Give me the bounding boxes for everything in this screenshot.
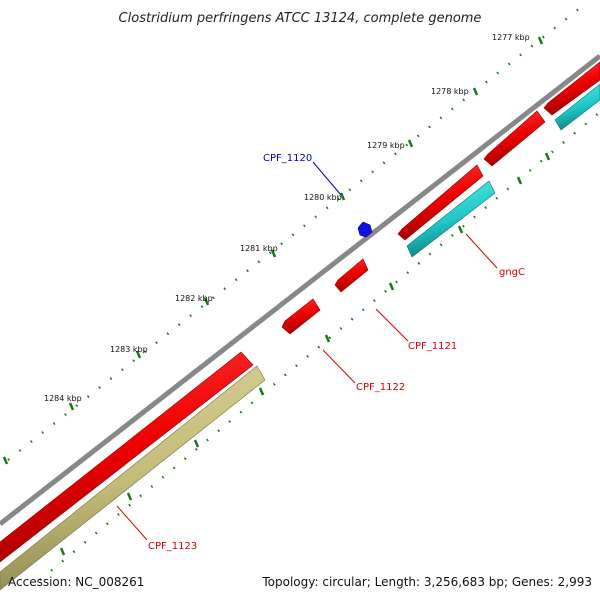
inner-tick bbox=[544, 152, 551, 161]
inner-tick bbox=[388, 282, 395, 291]
inner-tick bbox=[516, 176, 523, 185]
inner-tick bbox=[258, 387, 265, 396]
leader-line bbox=[116, 505, 148, 541]
accession-text: Accession: NC_008261 bbox=[8, 575, 144, 589]
outer-ruler: 1277 kbp 1278 kbp 1279 kbp 1280 kbp 1281… bbox=[2, 7, 581, 465]
cds-feature bbox=[397, 164, 484, 241]
major-tick bbox=[270, 249, 277, 258]
rna-feature bbox=[554, 83, 600, 131]
forward-strand-features bbox=[0, 61, 600, 563]
tick-label: 1282 kbp bbox=[175, 294, 213, 303]
inner-tick bbox=[126, 492, 133, 501]
tick-label: 1277 kbp bbox=[492, 33, 530, 42]
cds-feature bbox=[543, 61, 600, 116]
inner-tick bbox=[324, 334, 331, 343]
inner-tick bbox=[59, 547, 66, 556]
leader-line bbox=[322, 349, 356, 384]
leader-line bbox=[375, 308, 409, 342]
tick-label: 1278 kbp bbox=[431, 87, 469, 96]
tick-label: 1283 kbp bbox=[110, 345, 148, 354]
tick-label: 1281 kbp bbox=[240, 244, 278, 253]
cds-feature bbox=[281, 298, 321, 335]
major-tick bbox=[339, 192, 346, 201]
gene-label-cpf1120: CPF_1120 bbox=[263, 153, 312, 164]
inner-ruler bbox=[39, 111, 600, 581]
inner-tick bbox=[193, 439, 200, 448]
major-tick bbox=[472, 87, 479, 96]
secondary-features bbox=[0, 83, 600, 591]
gene-label-gngc: gngC bbox=[499, 267, 525, 278]
other-feature bbox=[0, 365, 266, 591]
leader-line bbox=[465, 233, 498, 269]
gene-labels: CPF_1120 gngC CPF_1121 CPF_1122 CPF_1123 bbox=[148, 153, 525, 552]
gene-label-cpf1122: CPF_1122 bbox=[356, 382, 405, 393]
major-tick bbox=[68, 402, 75, 411]
gene-label-cpf1121: CPF_1121 bbox=[408, 341, 457, 352]
cds-feature bbox=[0, 351, 254, 563]
major-tick bbox=[537, 36, 544, 45]
major-tick bbox=[407, 139, 414, 148]
map-title: Clostridium perfringens ATCC 13124, comp… bbox=[119, 11, 482, 26]
cpf1120-feature bbox=[357, 221, 373, 238]
leader-line bbox=[312, 161, 342, 196]
genome-summary-text: Topology: circular; Length: 3,256,683 bp… bbox=[261, 575, 592, 589]
cds-feature bbox=[334, 258, 369, 293]
outer-ruler-dots bbox=[7, 7, 581, 461]
cds-feature bbox=[483, 110, 546, 167]
rna-feature bbox=[406, 180, 496, 258]
major-tick bbox=[203, 297, 210, 306]
gene-label-cpf1123: CPF_1123 bbox=[148, 541, 197, 552]
major-tick bbox=[2, 456, 9, 465]
genome-backbone bbox=[0, 54, 600, 526]
major-tick bbox=[135, 350, 142, 359]
leader-lines bbox=[116, 161, 498, 541]
tick-label: 1280 kbp bbox=[304, 193, 342, 202]
tick-label: 1279 kbp bbox=[367, 141, 405, 150]
inner-tick bbox=[457, 225, 464, 234]
tick-label: 1284 kbp bbox=[44, 394, 82, 403]
